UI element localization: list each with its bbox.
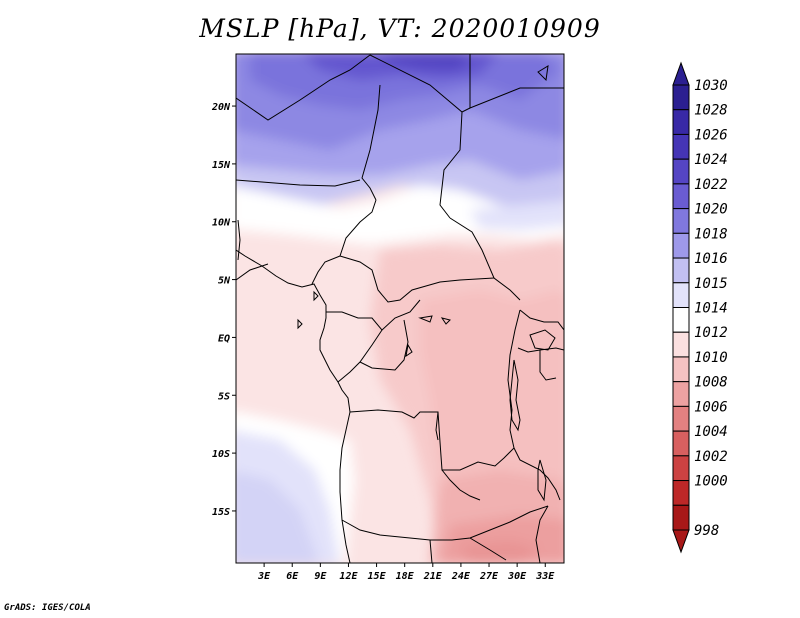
colorbar-label: 1002 xyxy=(694,449,728,465)
colorbar-segment xyxy=(672,158,690,185)
lon-tick-label: 18E xyxy=(396,571,415,582)
colorbar-label: 1012 xyxy=(694,325,728,341)
colorbar-label: 1004 xyxy=(694,424,728,440)
lat-tick-label: 10S xyxy=(212,449,230,460)
colorbar-label: 1015 xyxy=(694,276,728,292)
colorbar-segment xyxy=(672,84,690,111)
colorbar-label: 998 xyxy=(694,523,719,539)
lon-tick-label: 30E xyxy=(507,571,527,582)
colorbar-segment xyxy=(672,405,690,432)
map-frame xyxy=(235,53,565,564)
colorbar-label: 1022 xyxy=(694,177,728,193)
lon-tick-label: 24E xyxy=(451,571,471,582)
colorbar-segment xyxy=(672,257,690,284)
map-title: MSLP [hPa], VT: 2020010909 xyxy=(199,14,601,43)
grads-credit: GrADS: IGES/COLA xyxy=(4,603,91,613)
colorbar-segment xyxy=(672,480,690,506)
colorbar-label: 1000 xyxy=(694,474,728,490)
lat-tick-label: 20N xyxy=(211,102,231,113)
lat-tick-label: 15S xyxy=(212,507,230,518)
lon-tick-label: 9E xyxy=(314,571,327,582)
colorbar-label: 1016 xyxy=(694,251,728,267)
lon-tick-label: 21E xyxy=(423,571,443,582)
colorbar-segment xyxy=(672,109,690,135)
lat-tick-label: 10N xyxy=(212,218,231,229)
colorbar-label: 1024 xyxy=(694,152,728,168)
colorbar-label: 1006 xyxy=(694,399,728,415)
colorbar-label: 1030 xyxy=(694,78,728,94)
lat-tick-label: 15N xyxy=(212,160,231,171)
colorbar-segment xyxy=(672,133,690,160)
colorbar-bottom-arrow xyxy=(672,529,690,554)
latitude-axis: 20N 15N 10N 5N EQ 5S 10S 15S xyxy=(211,102,236,518)
pressure-field xyxy=(236,54,564,563)
colorbar-label: 1020 xyxy=(694,202,728,218)
colorbar-segment xyxy=(672,381,690,407)
colorbar-segment xyxy=(672,232,690,259)
colorbar-segment xyxy=(672,504,690,531)
colorbar-label: 1010 xyxy=(694,350,728,366)
lon-tick-label: 27E xyxy=(479,571,499,582)
colorbar: 1030 1028 1026 1024 1022 1020 1018 1016 1015 1014… xyxy=(672,61,728,554)
lon-tick-label: 15E xyxy=(368,571,387,582)
colorbar-segment xyxy=(672,430,690,457)
lat-tick-label: 5S xyxy=(218,391,230,402)
colorbar-label: 1008 xyxy=(694,375,728,391)
colorbar-label: 1014 xyxy=(694,301,728,317)
colorbar-segment xyxy=(672,282,690,308)
colorbar-segment xyxy=(672,331,690,358)
colorbar-label: 1028 xyxy=(694,103,728,119)
country-borders xyxy=(236,54,564,563)
lat-tick-label: EQ xyxy=(218,333,230,344)
lat-tick-label: 5N xyxy=(218,276,231,287)
colorbar-segment xyxy=(672,208,690,234)
lon-tick-label: 3E xyxy=(257,571,271,582)
colorbar-top-arrow xyxy=(672,61,690,86)
colorbar-segment xyxy=(672,356,690,383)
lon-tick-label: 6E xyxy=(286,571,299,582)
colorbar-label: 1018 xyxy=(694,226,728,242)
colorbar-label: 1026 xyxy=(694,127,728,143)
colorbar-segment xyxy=(672,307,690,333)
lon-tick-label: 33E xyxy=(535,571,555,582)
colorbar-segment xyxy=(672,455,690,482)
lon-tick-label: 12E xyxy=(339,571,358,582)
colorbar-segment xyxy=(672,183,690,210)
longitude-axis: 3E 6E 9E 12E 15E 18E 21E 24E 27E 30E 33E xyxy=(257,563,555,582)
